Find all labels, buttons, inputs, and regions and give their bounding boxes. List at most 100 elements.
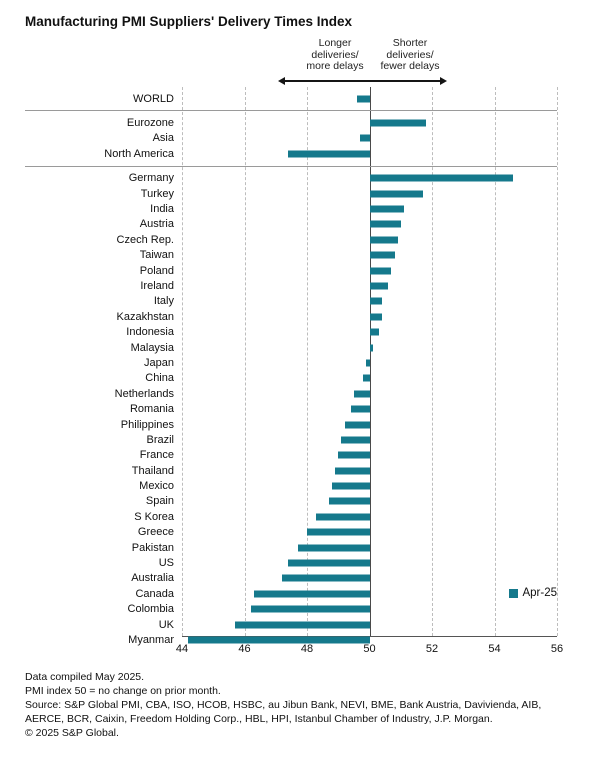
bar [350,405,370,413]
bar [188,636,370,644]
row-plot [182,217,557,232]
chart-row: Brazil [25,432,557,447]
bar [360,134,370,142]
row-label: UK [158,618,174,631]
bar [369,220,401,228]
row-plot [182,478,557,493]
footer: Data compiled May 2025. PMI index 50 = n… [25,670,573,740]
row-plot [182,131,557,146]
chart-row: Canada [25,586,557,601]
row-label: Greece [137,526,174,539]
row-label: Colombia [127,603,174,616]
chart-row: India [25,201,557,216]
chart-row: Germany [25,171,557,186]
chart-row: S Korea [25,509,557,524]
row-plot [182,432,557,447]
row-plot [182,232,557,247]
bar [297,544,370,552]
bar [316,513,370,521]
gridline-46 [244,87,246,636]
row-label: Taiwan [139,249,174,262]
arrow-left-head-icon [278,77,285,85]
bar [250,605,370,613]
footer-note: PMI index 50 = no change on prior month. [25,685,221,697]
chart-row: Thailand [25,463,557,478]
chart-row: Netherlands [25,386,557,401]
chart-row: Kazakhstan [25,309,557,324]
bar [369,251,395,259]
row-plot [182,248,557,263]
row-plot [182,463,557,478]
chart-row: Indonesia [25,324,557,339]
x-tick-label: 46 [238,643,251,655]
row-label: Czech Rep. [116,233,174,246]
row-label: Pakistan [131,541,174,554]
row-label: China [145,372,174,385]
x-tick-label: 50 [363,643,376,655]
gridline-48 [307,87,308,636]
double-headed-arrow [278,77,447,85]
row-plot [182,115,557,130]
chart-row: Pakistan [25,540,557,555]
bar [328,497,370,505]
chart-row: Romania [25,401,557,416]
chart-row: Malaysia [25,340,557,355]
row-label: Japan [144,356,174,369]
bar [288,150,370,158]
row-label: Germany [128,172,174,185]
gridline-54 [494,87,496,636]
bar [369,119,426,127]
bar [369,344,373,352]
row-label: Poland [139,264,174,277]
row-plot [182,571,557,586]
row-plot [182,417,557,432]
legend: Apr-25 [509,587,557,599]
arrow-line [285,80,440,82]
row-plot [182,355,557,370]
x-tick-label: 54 [488,643,501,655]
row-plot [182,586,557,601]
row-plot [182,386,557,401]
row-label: WORLD [133,92,174,105]
footer-source: Source: S&P Global PMI, CBA, ISO, HCOB, … [25,699,542,725]
row-label: Austria [139,218,174,231]
chart-row: Italy [25,294,557,309]
row-plot [182,448,557,463]
legend-swatch-icon [509,588,519,598]
row-plot [182,340,557,355]
chart-row: Colombia [25,602,557,617]
bar [369,328,379,336]
footer-copyright: © 2025 S&P Global. [25,727,119,739]
chart-row: Czech Rep. [25,232,557,247]
row-plot [182,309,557,324]
direction-annotations: Longer deliveries/ more delays Shorter d… [25,37,557,87]
group-world: WORLD [25,87,557,110]
bar [253,590,370,598]
chart-rows: WORLD Eurozone Asia North America Germany Tur… [25,87,557,652]
gridline-56 [557,87,558,636]
row-label: US [158,557,174,570]
arrow-right-head-icon [440,77,447,85]
row-plot [182,294,557,309]
row-label: Thailand [131,464,174,477]
baseline-gridline-50 [369,87,371,636]
row-plot [182,632,557,647]
chart-row: North America [25,146,557,161]
chart-row: Ireland [25,278,557,293]
row-plot [182,525,557,540]
x-tick-label: 52 [425,643,439,655]
row-label: India [150,203,174,216]
bar [369,267,392,275]
chart-row: Spain [25,494,557,509]
bar [369,190,423,198]
chart-title: Manufacturing PMI Suppliers' Delivery Ti… [25,14,353,29]
group-regions: Eurozone Asia North America [25,110,557,165]
row-plot [182,263,557,278]
chart-row: UK [25,617,557,632]
bar [282,574,370,582]
row-plot [182,602,557,617]
x-tick-label: 48 [300,643,314,655]
bar [235,621,370,629]
row-label: Romania [129,403,174,416]
pmi-delivery-times-chart: Longer deliveries/ more delays Shorter d… [25,37,563,657]
